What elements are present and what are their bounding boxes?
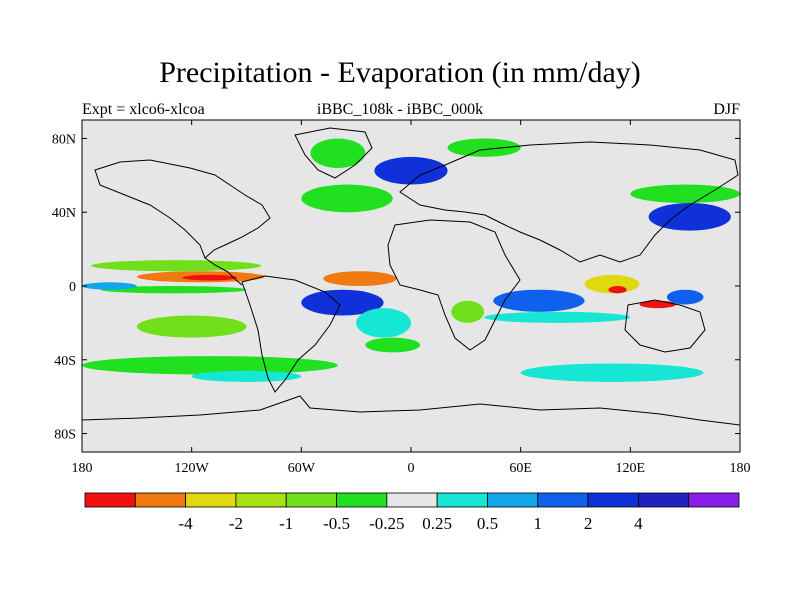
- lat-tick-label: 80N: [52, 132, 76, 147]
- anomaly-indian-ocean-cyan: [484, 311, 631, 323]
- lon-tick-label: 60E: [509, 461, 532, 476]
- anomaly-greenland-green: [310, 138, 366, 168]
- lat-tick-label: 0: [69, 280, 76, 295]
- colorbar-swatch: [537, 492, 589, 508]
- colorbar-swatch: [336, 492, 388, 508]
- colorbar-swatch: [134, 492, 187, 508]
- anomaly-north-atlantic-blue: [374, 156, 448, 185]
- anomaly-south-atlantic-cyan: [356, 308, 412, 338]
- anomaly-pacific-equatorial-blue: [82, 282, 137, 290]
- lon-tick-label: 60W: [288, 461, 316, 476]
- lon-tick-label: 120W: [175, 461, 210, 476]
- lon-tick-label: 0: [408, 461, 415, 476]
- anomaly-south-atlantic-green: [365, 337, 421, 353]
- coastline-north-america: [94, 159, 271, 259]
- anomaly-australia-north-blue: [666, 289, 704, 305]
- colorbar-swatch: [185, 492, 237, 508]
- colorbar-label: -0.5: [323, 514, 350, 533]
- season-subtitle: DJF: [713, 101, 740, 118]
- coastline-antarctica: [82, 395, 740, 426]
- lon-tick-label: 180: [72, 461, 93, 476]
- colorbar-swatch: [84, 492, 136, 508]
- anomaly-north-pacific-blue: [648, 203, 731, 231]
- coastline-greenland: [294, 127, 373, 179]
- colorbar-label: 2: [584, 514, 593, 533]
- anomaly-southern-indian-cyan: [520, 363, 704, 382]
- longitude-axis: 180 120W 60W 0 60E 120E 180: [72, 120, 751, 476]
- colorbar-label: 0.5: [477, 514, 498, 533]
- experiment-subtitle: Expt = xlco6-xlcoa: [82, 101, 205, 118]
- colorbar-label: 1: [534, 514, 543, 533]
- colorbar-swatch: [235, 492, 287, 508]
- anomaly-atlantic-itcz-orange: [323, 271, 397, 286]
- anomaly-indian-ocean-blue: [493, 289, 585, 312]
- anomaly-amazon-blue: [301, 289, 384, 316]
- anomaly-maritime-red: [608, 286, 627, 294]
- anomaly-southern-ocean-green: [82, 356, 338, 375]
- run-subtitle: iBBC_108k - iBBC_000k: [316, 101, 484, 118]
- lat-tick-label: 40N: [52, 206, 76, 221]
- anomaly-africa-south-green: [451, 300, 485, 323]
- anomaly-east-pacific-south-green: [136, 315, 247, 338]
- latitude-axis: 80N 40N 0 40S 80S: [52, 132, 740, 443]
- colorbar-label: -0.25: [369, 514, 404, 533]
- anomaly-north-pacific-green: [630, 184, 740, 203]
- lat-tick-label: 40S: [54, 354, 76, 369]
- colorbar-swatch: [386, 492, 438, 508]
- coastline-central-america: [204, 257, 243, 286]
- colorbar-swatch: [587, 492, 639, 508]
- colorbar-swatch: [436, 492, 488, 508]
- colorbar-swatch: [688, 492, 740, 508]
- anomaly-arctic-green: [447, 138, 521, 157]
- lon-tick-label: 180: [730, 461, 751, 476]
- colorbar-label: 4: [634, 514, 643, 533]
- coastline-africa: [387, 219, 521, 351]
- lon-tick-label: 120E: [616, 461, 646, 476]
- colorbar-label: -4: [179, 514, 194, 533]
- anomaly-north-atlantic-green: [301, 184, 393, 213]
- lat-tick-label: 80S: [54, 428, 76, 443]
- anomaly-pacific-equatorial-green: [91, 260, 262, 272]
- anomaly-southern-ocean-cyan: [191, 370, 302, 382]
- map-plot-area: [82, 120, 740, 452]
- anomaly-pacific-south-green: [100, 286, 247, 294]
- coastline-south-america: [241, 275, 341, 393]
- colorbar-label: 0.25: [422, 514, 452, 533]
- anomaly-field: [82, 138, 740, 382]
- colorbar-swatch: [285, 492, 337, 508]
- colorbar-label: -2: [229, 514, 243, 533]
- coastline-eurasia: [399, 141, 739, 263]
- plot-title: Precipitation - Evaporation (in mm/day): [159, 56, 641, 89]
- colorbar-label: -1: [279, 514, 293, 533]
- coastline-australia: [624, 299, 706, 353]
- colorbar-swatch: [637, 492, 690, 508]
- colorbar-swatch: [487, 492, 539, 508]
- coastlines: [82, 127, 740, 426]
- colorbar: -4 -2 -1 -0.5 -0.25 0.25 0.5 1 2 4: [84, 492, 740, 533]
- anomaly-itcz-pacific-east-core: [182, 274, 238, 281]
